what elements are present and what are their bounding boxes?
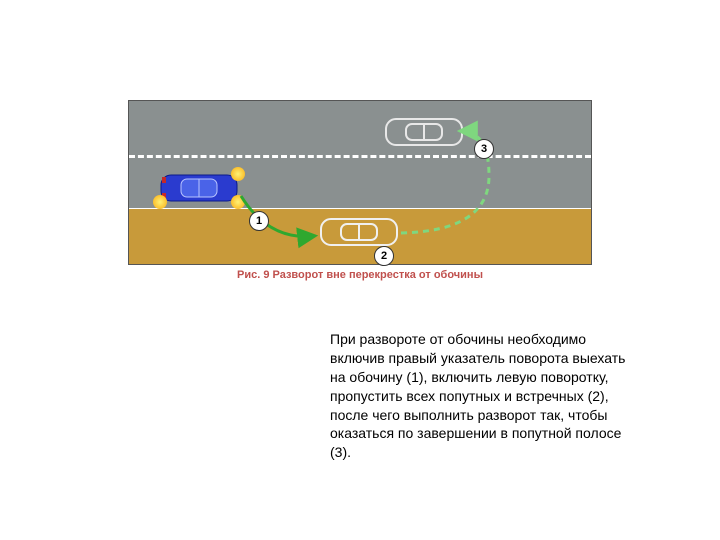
figure: 1 2 3 Рис. 9 Разворот вне перекрестка от…	[128, 100, 592, 281]
car-ghost-opposite-lane	[384, 115, 464, 149]
car-ghost-shoulder	[319, 215, 399, 249]
blinker-front-right-icon	[231, 167, 245, 181]
diagram-scene: 1 2 3	[128, 100, 592, 265]
step-marker-3: 3	[474, 139, 494, 159]
lane-divider	[129, 155, 591, 158]
figure-caption: Рис. 9 Разворот вне перекрестка от обочи…	[128, 269, 592, 281]
blinker-front-right-icon	[231, 195, 245, 209]
step-marker-2: 2	[374, 246, 394, 266]
blinker-rear-right-icon	[153, 195, 167, 209]
body-paragraph: При развороте от обочины необходимо вклю…	[330, 330, 640, 462]
step-marker-1: 1	[249, 211, 269, 231]
car-blue	[159, 171, 239, 205]
